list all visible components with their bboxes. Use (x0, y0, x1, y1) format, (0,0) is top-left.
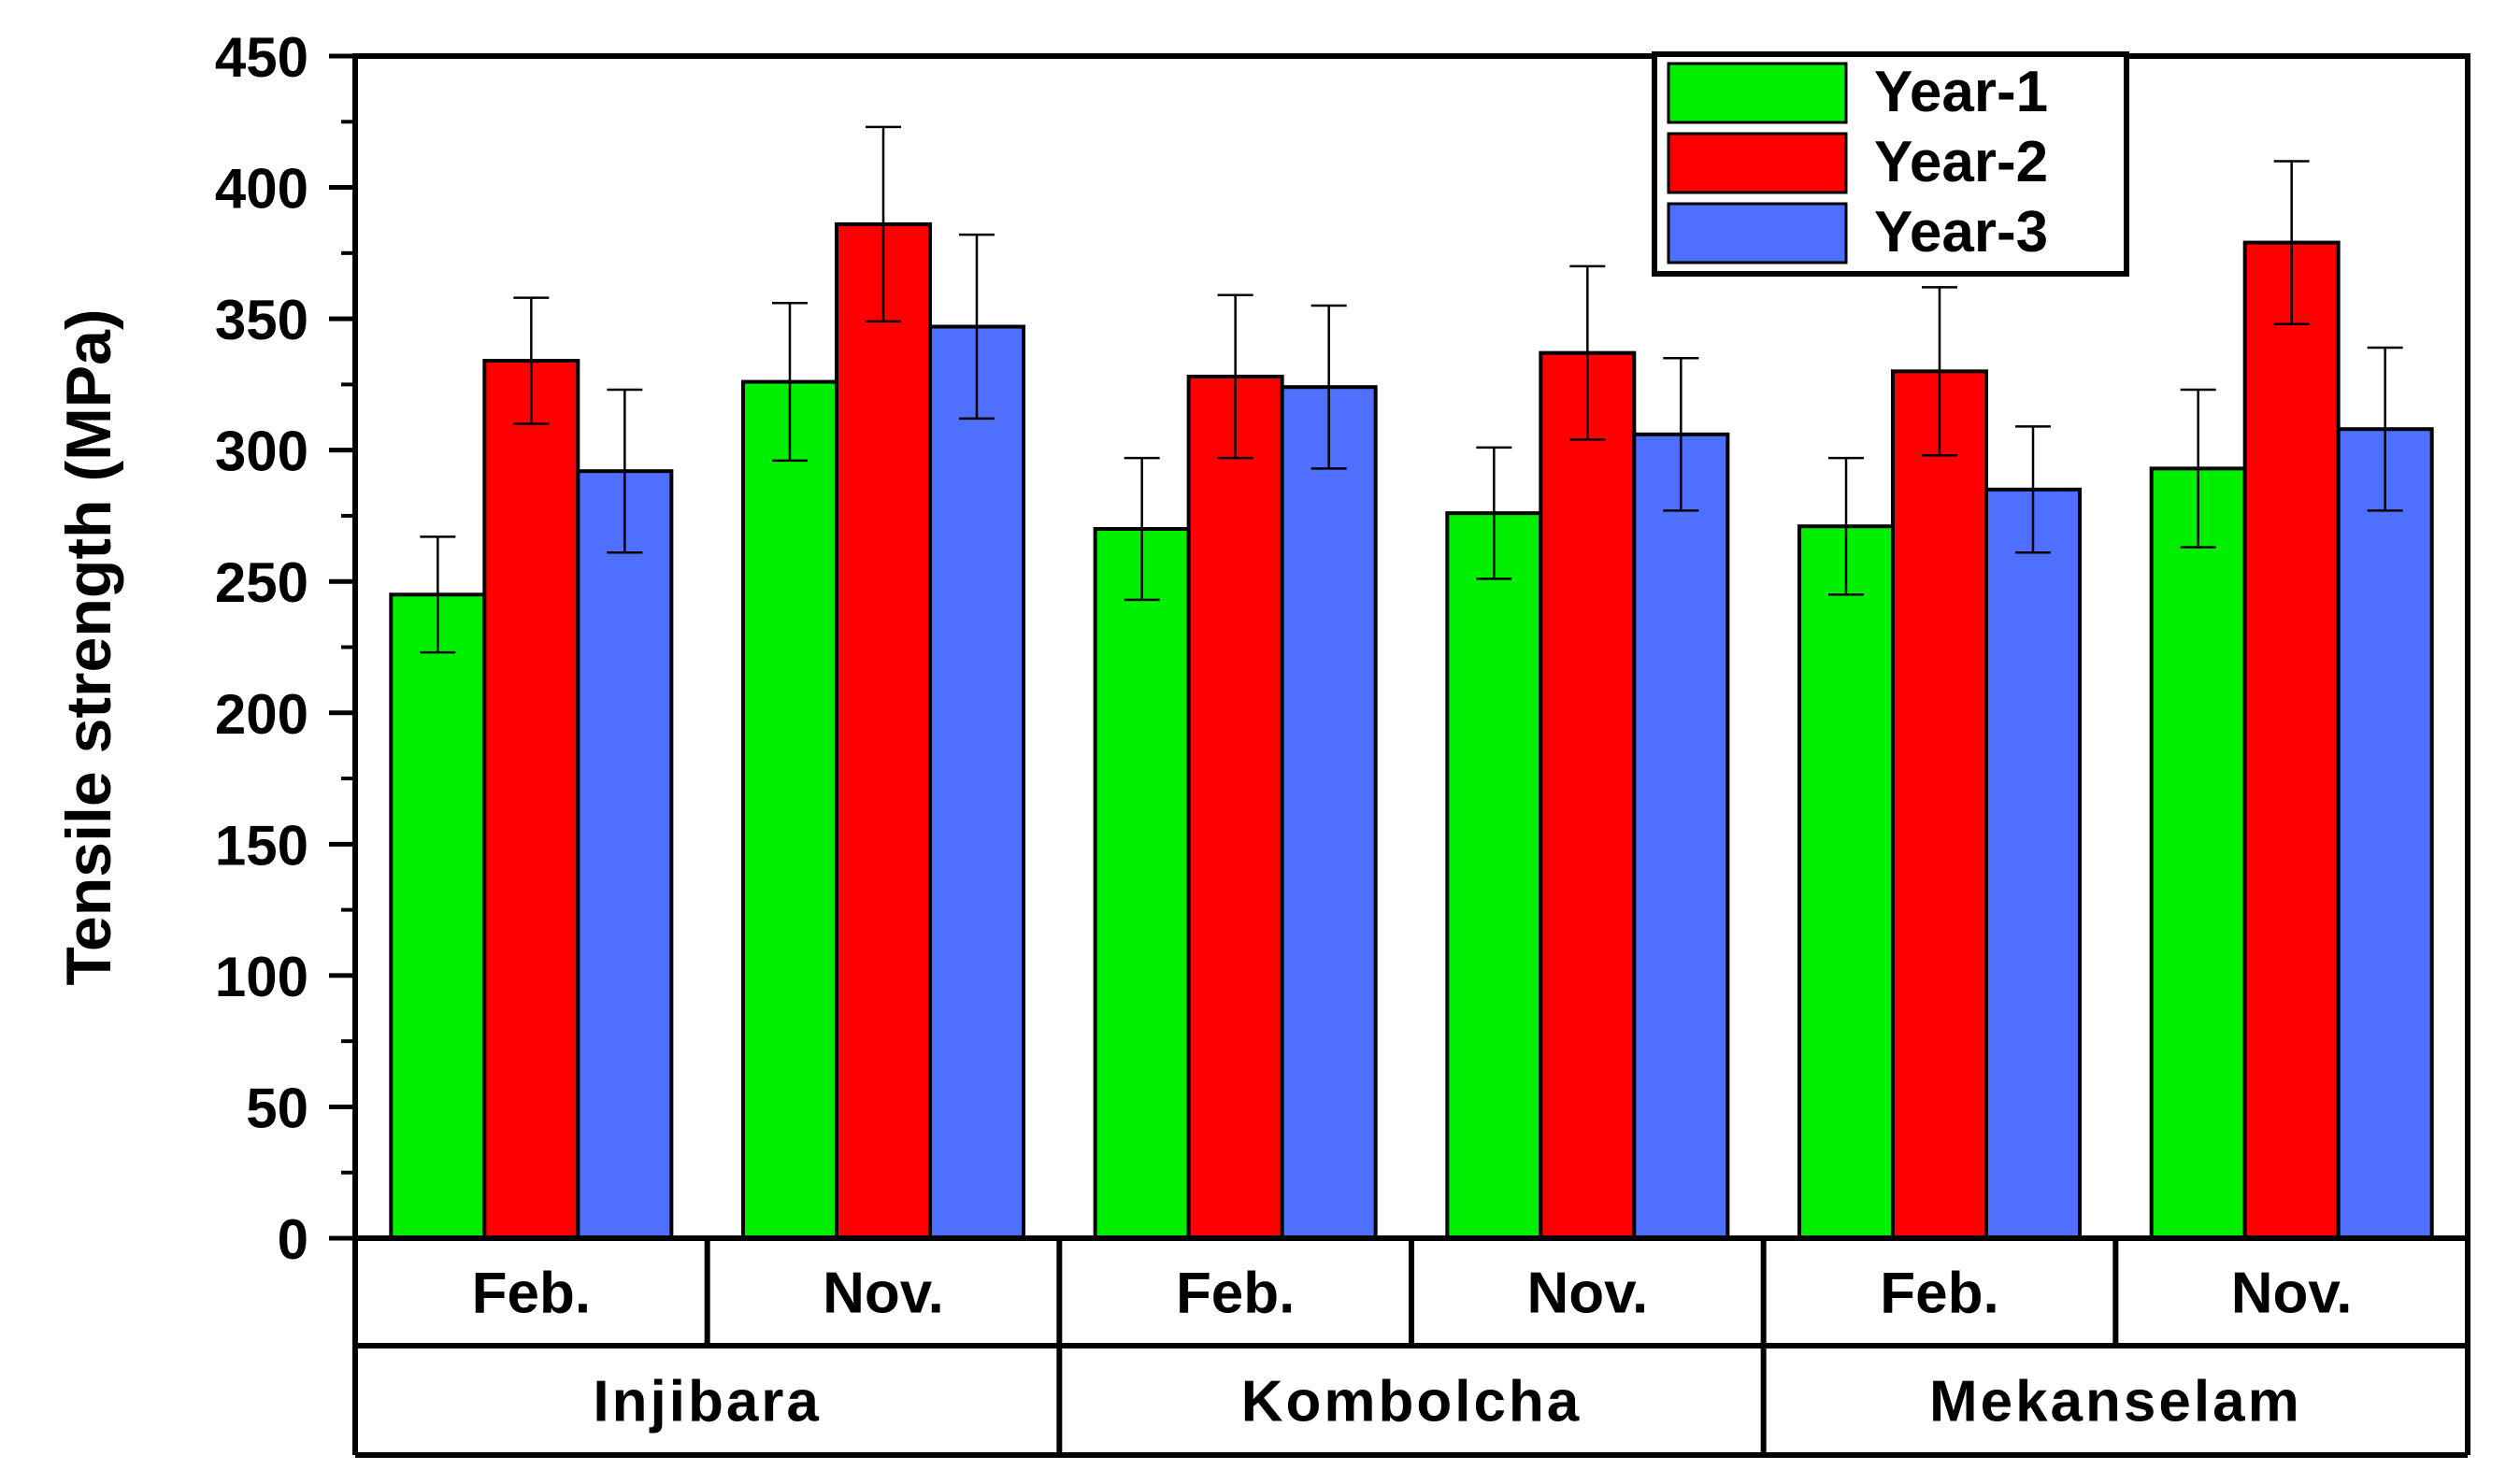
bar-year-3-1 (928, 324, 1025, 1240)
bar-year-2-5 (2242, 240, 2341, 1241)
legend-label-year-2: Year-2 (1874, 130, 2048, 194)
y-tick-label: 250 (215, 551, 308, 614)
y-tick-label: 150 (215, 814, 308, 877)
category-label: Feb. (1880, 1262, 1998, 1326)
y-tick-label: 200 (215, 683, 308, 746)
category-label: Feb. (1176, 1262, 1295, 1326)
y-tick-label: 400 (215, 158, 308, 221)
bar-year-3-2 (1280, 385, 1378, 1240)
bar-year-1-1 (741, 379, 838, 1241)
y-tick-label: 350 (215, 289, 308, 351)
bar-year-2-2 (1186, 374, 1284, 1240)
legend-swatch-year-3 (1667, 202, 1848, 264)
bar-year-1-2 (1093, 527, 1191, 1240)
y-tick-label: 50 (246, 1077, 308, 1139)
group-label: Kombolcha (1241, 1370, 1582, 1434)
y-axis-label: Tensile strength (MPa) (53, 308, 124, 985)
legend-label-year-3: Year-3 (1874, 200, 2048, 264)
bar-year-3-5 (2336, 427, 2434, 1240)
bar-year-1-4 (1797, 524, 1895, 1240)
bar-year-2-0 (482, 359, 580, 1241)
bar-year-1-3 (1445, 511, 1543, 1240)
bar-year-2-3 (1539, 350, 1637, 1240)
y-tick-label: 300 (215, 421, 308, 483)
legend-swatch-year-1 (1667, 62, 1848, 124)
y-tick-label: 450 (215, 26, 308, 89)
legend-label-year-1: Year-1 (1874, 60, 2048, 124)
bar-year-1-5 (2149, 466, 2247, 1241)
y-tick-label: 100 (215, 946, 308, 1008)
category-label: Feb. (472, 1262, 591, 1326)
bar-year-2-1 (835, 221, 932, 1240)
category-label: Nov. (823, 1262, 944, 1326)
bar-year-1-0 (389, 592, 487, 1240)
category-label: Nov. (2231, 1262, 2353, 1326)
group-label: Injibara (593, 1370, 822, 1434)
bar-year-3-4 (1984, 487, 2082, 1240)
legend-swatch-year-2 (1667, 132, 1848, 194)
group-label: Mekanselam (1929, 1370, 2302, 1434)
bar-year-3-0 (576, 469, 674, 1240)
y-tick-label: 0 (278, 1208, 308, 1271)
category-label: Nov. (1526, 1262, 1648, 1326)
bar-year-3-3 (1632, 432, 1730, 1240)
bar-year-2-4 (1891, 369, 1988, 1241)
